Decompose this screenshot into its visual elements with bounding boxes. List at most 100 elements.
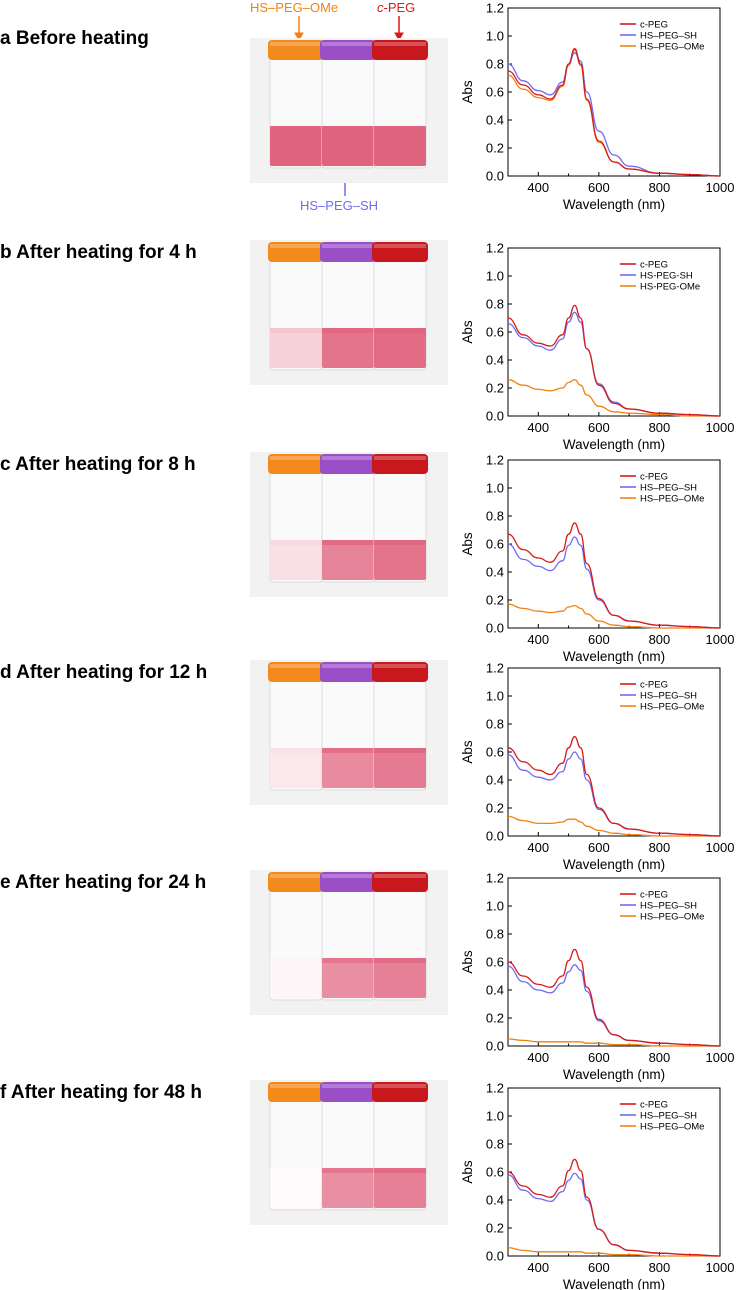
x-tick-label: 1000 — [706, 180, 735, 195]
series-line-hs-peg-sh — [507, 1172, 721, 1257]
y-tick-label: 0.6 — [486, 537, 504, 552]
y-tick-label: 0.2 — [486, 1011, 504, 1026]
x-tick-label: 600 — [588, 840, 610, 855]
x-tick-label: 800 — [649, 632, 671, 647]
chart-svg: 0.0 0.2 0.4 0.6 0.8 1.0 1.2 400 600 800 1000 Wavele… — [460, 871, 734, 1083]
legend-entry: HS–PEG–SH — [640, 691, 697, 702]
y-tick-label: 0.4 — [486, 773, 504, 788]
chart-svg: 0.0 0.2 0.4 0.6 0.8 1.0 1.2 400 600 800 1000 Wavele… — [460, 241, 735, 453]
x-tick-label: 600 — [588, 1260, 610, 1275]
vial-photo-b — [250, 240, 448, 385]
vial-c-peg — [372, 454, 428, 583]
y-axis-label: Abs — [460, 740, 475, 764]
y-tick-label: 0.8 — [486, 717, 504, 732]
series-line-c-peg — [507, 735, 721, 837]
y-axis-label: Abs — [460, 532, 475, 556]
x-tick-label: 800 — [649, 1050, 671, 1065]
y-tick-label: 1.2 — [486, 661, 504, 676]
legend-entry: HS–PEG–OMe — [640, 1122, 704, 1133]
x-tick-label: 1000 — [706, 840, 735, 855]
panel-title-f: f After heating for 48 h — [0, 1082, 202, 1103]
x-tick-label: 400 — [527, 180, 549, 195]
vial-hs-peg-ome — [268, 872, 324, 1001]
y-tick-label: 1.2 — [486, 241, 504, 256]
y-tick-label: 1.0 — [486, 1109, 504, 1124]
vial-photo-e — [250, 870, 448, 1015]
x-tick-label: 400 — [527, 1260, 549, 1275]
y-tick-label: 1.0 — [486, 29, 504, 44]
x-tick-label: 400 — [527, 420, 549, 435]
x-tick-label: 600 — [588, 632, 610, 647]
legend-entry: c-PEG — [640, 472, 668, 483]
y-tick-label: 0.0 — [486, 621, 504, 636]
chart-c: 0.0 0.2 0.4 0.6 0.8 1.0 1.2 400 600 800 1000 Wavele… — [458, 452, 736, 665]
chart-svg: 0.0 0.2 0.4 0.6 0.8 1.0 1.2 400 600 800 1000 Wavele… — [460, 1, 735, 213]
y-tick-label: 0.6 — [486, 1165, 504, 1180]
vial-photo-svg — [250, 870, 448, 1015]
panel-a: a Before heating 0.0 0.2 0.4 0.6 0.8 1.0 1.2 400… — [0, 1, 736, 227]
y-tick-label: 0.4 — [486, 983, 504, 998]
x-tick-label: 1000 — [706, 420, 735, 435]
y-tick-label: 0.6 — [486, 955, 504, 970]
y-tick-label: 0.0 — [486, 169, 504, 184]
y-tick-label: 1.0 — [486, 481, 504, 496]
vial-c-peg — [372, 242, 428, 371]
x-tick-label: 600 — [588, 420, 610, 435]
vial-hs-peg-sh — [320, 1082, 376, 1211]
chart-a: 0.0 0.2 0.4 0.6 0.8 1.0 1.2 400 600 800 1000 Wavele… — [458, 0, 736, 213]
vial-photo-d — [250, 660, 448, 805]
series-line-hs-peg-sh — [507, 311, 721, 417]
legend-entry: HS–PEG–SH — [640, 1111, 697, 1122]
vial-photo-svg — [250, 452, 448, 597]
y-tick-label: 0.2 — [486, 381, 504, 396]
legend-entry: HS-PEG-OMe — [640, 282, 700, 293]
vial-photo-svg — [250, 660, 448, 805]
vial-photo-f — [250, 1080, 448, 1225]
legend-entry: c-PEG — [640, 1100, 668, 1111]
y-tick-label: 0.6 — [486, 745, 504, 760]
y-tick-label: 1.0 — [486, 899, 504, 914]
x-tick-label: 400 — [527, 632, 549, 647]
y-axis-label: Abs — [460, 80, 475, 104]
y-tick-label: 1.2 — [486, 1, 504, 16]
series-line-hs-peg-ome — [507, 378, 720, 417]
legend-entry: HS–PEG–OMe — [640, 702, 704, 713]
series-line-hs-peg-sh — [507, 52, 721, 177]
legend-entry: HS–PEG–OMe — [640, 494, 704, 505]
chart-e: 0.0 0.2 0.4 0.6 0.8 1.0 1.2 400 600 800 1000 Wavele… — [458, 870, 736, 1083]
x-axis-label: Wavelength (nm) — [563, 857, 665, 872]
panel-title-d: d After heating for 12 h — [0, 662, 208, 683]
x-tick-label: 800 — [649, 180, 671, 195]
x-tick-label: 400 — [527, 1050, 549, 1065]
series-line-hs-peg-ome — [507, 1038, 720, 1047]
series-line-c-peg — [507, 948, 721, 1047]
y-tick-label: 0.4 — [486, 1193, 504, 1208]
x-axis-label: Wavelength (nm) — [563, 649, 665, 664]
vial-c-peg — [372, 1082, 428, 1211]
vial-hs-peg-ome — [268, 40, 324, 169]
vial-photo-svg — [250, 240, 448, 385]
label-c-peg-suffix: -PEG — [383, 0, 416, 15]
y-axis-label: Abs — [460, 950, 475, 974]
x-axis-label: Wavelength (nm) — [563, 1277, 665, 1290]
panel-b: b After heating for 4 h 0.0 0.2 0.4 0.6 0.8 1.… — [0, 240, 736, 452]
legend-entry: c-PEG — [640, 20, 668, 31]
series-line-hs-peg-ome — [507, 49, 721, 177]
legend-entry: HS–PEG–SH — [640, 483, 697, 494]
panel-title-b: b After heating for 4 h — [0, 242, 197, 263]
chart-b: 0.0 0.2 0.4 0.6 0.8 1.0 1.2 400 600 800 1000 Wavele… — [458, 240, 736, 453]
y-tick-label: 0.8 — [486, 509, 504, 524]
label-hs-peg-ome-top: HS–PEG–OMe — [250, 0, 339, 15]
panel-title-c: c After heating for 8 h — [0, 454, 196, 475]
vial-hs-peg-sh — [320, 662, 376, 791]
vial-hs-peg-ome — [268, 1082, 324, 1211]
series-line-hs-peg-ome — [507, 815, 720, 837]
x-axis-label: Wavelength (nm) — [563, 437, 665, 452]
x-axis-label: Wavelength (nm) — [563, 1067, 665, 1082]
label-c-peg-top: c-PEG — [377, 0, 415, 15]
label-hs-peg-sh-bottom: HS–PEG–SH — [300, 198, 379, 213]
y-tick-label: 0.6 — [486, 325, 504, 340]
chart-f: 0.0 0.2 0.4 0.6 0.8 1.0 1.2 400 600 800 1000 Wavele… — [458, 1080, 736, 1290]
x-tick-label: 800 — [649, 1260, 671, 1275]
panel-e: e After heating for 24 h 0.0 0.2 0.4 0.6 0.8 1… — [0, 870, 736, 1082]
